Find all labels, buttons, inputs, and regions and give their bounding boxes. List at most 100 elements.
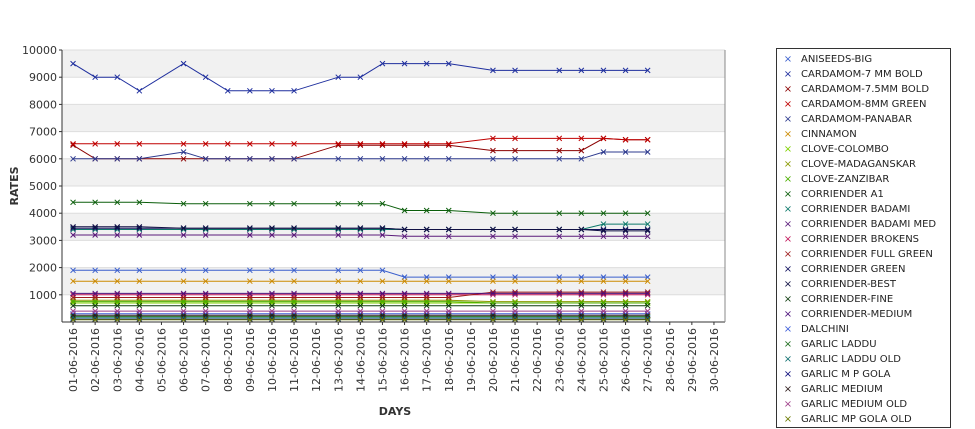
y-tick-label: 8000 (29, 98, 57, 111)
legend-marker-icon: × (783, 399, 793, 410)
x-tick-label: 02-06-2016 (89, 328, 102, 392)
data-point (202, 225, 209, 232)
legend-label: CORRIENDER-FINE (801, 294, 894, 305)
data-point (445, 226, 452, 233)
data-point (644, 67, 651, 74)
data-point (600, 149, 607, 155)
data-point (644, 274, 651, 280)
data-point (423, 294, 430, 301)
legend-label: CARDAMOM-7 MM BOLD (801, 69, 923, 80)
legend-marker-icon: × (783, 279, 793, 290)
data-point (445, 312, 452, 319)
data-point (401, 308, 408, 314)
series-23 (70, 308, 651, 314)
data-point (335, 74, 342, 81)
legend-label: CORRIENDER-BEST (801, 279, 896, 290)
data-point (556, 226, 563, 233)
data-point (202, 290, 209, 297)
data-point (357, 312, 364, 319)
data-point (114, 308, 121, 314)
data-point (379, 294, 386, 301)
series-22 (70, 312, 651, 319)
data-point (70, 232, 76, 238)
series-24 (70, 316, 651, 323)
data-point (600, 308, 607, 314)
data-point (114, 155, 121, 162)
data-point (246, 316, 253, 323)
data-point (114, 223, 121, 230)
data-point (423, 274, 430, 280)
data-point (180, 155, 187, 162)
data-point (490, 278, 496, 285)
data-point (622, 228, 629, 234)
data-point (578, 147, 585, 154)
data-point (490, 210, 496, 217)
legend-label: CLOVE-MADAGANSKAR (801, 159, 916, 170)
data-point (70, 278, 76, 285)
data-point (70, 298, 76, 305)
x-tick-label: 15-06-2016 (376, 328, 389, 392)
data-point (357, 74, 364, 81)
data-point (180, 267, 187, 274)
data-point (423, 316, 430, 323)
series-11 (70, 232, 651, 240)
series-4 (70, 149, 651, 162)
data-point (114, 74, 121, 81)
x-tick-label: 11-06-2016 (288, 328, 301, 392)
data-point (401, 278, 408, 285)
legend-marker-icon: × (783, 414, 793, 425)
data-point (92, 278, 99, 285)
data-point (600, 290, 607, 297)
x-tick-label: 03-06-2016 (111, 328, 124, 392)
x-tick-label: 01-06-2016 (67, 328, 80, 392)
data-point (136, 267, 143, 274)
x-tick-label: 19-06-2016 (465, 328, 478, 392)
data-point (578, 155, 585, 162)
data-point (269, 232, 275, 238)
data-point (423, 302, 430, 309)
data-point (180, 312, 187, 319)
data-point (512, 302, 518, 309)
legend-label: GARLIC M P GOLA (801, 369, 891, 380)
x-tick-label: 24-06-2016 (575, 328, 588, 392)
data-point (291, 200, 297, 207)
data-point (92, 140, 99, 147)
data-point (92, 199, 99, 206)
data-point (423, 60, 430, 67)
data-point (401, 294, 408, 301)
data-point (490, 226, 496, 233)
data-point (401, 298, 408, 305)
data-point (92, 155, 99, 162)
x-tick-label: 27-06-2016 (642, 328, 655, 392)
data-point (269, 302, 275, 309)
data-point (423, 312, 430, 319)
data-point (114, 232, 121, 238)
x-tick-label: 14-06-2016 (354, 328, 367, 392)
data-point (180, 308, 187, 314)
data-point (291, 316, 297, 323)
data-point (600, 302, 607, 309)
series-0 (70, 267, 651, 280)
data-point (114, 316, 121, 323)
data-point (357, 308, 364, 314)
data-point (445, 207, 452, 214)
data-point (180, 140, 187, 147)
legend-marker-icon: × (783, 264, 793, 275)
legend-marker-icon: × (783, 99, 793, 110)
data-point (423, 207, 430, 214)
data-point (136, 278, 143, 285)
data-point (114, 278, 121, 285)
x-tick-label: 10-06-2016 (266, 328, 279, 392)
data-point (578, 308, 585, 314)
x-tick-label: 17-06-2016 (421, 328, 434, 392)
data-point (246, 290, 253, 297)
data-point (202, 316, 209, 323)
data-point (512, 155, 518, 162)
legend-marker-icon: × (783, 294, 793, 305)
x-tick-label: 07-06-2016 (200, 328, 213, 392)
data-point (379, 278, 386, 285)
x-tick-label: 28-06-2016 (664, 328, 677, 392)
legend-marker-icon: × (783, 354, 793, 365)
data-point (180, 200, 187, 207)
legend-label: CARDAMOM-PANABAR (801, 114, 913, 125)
